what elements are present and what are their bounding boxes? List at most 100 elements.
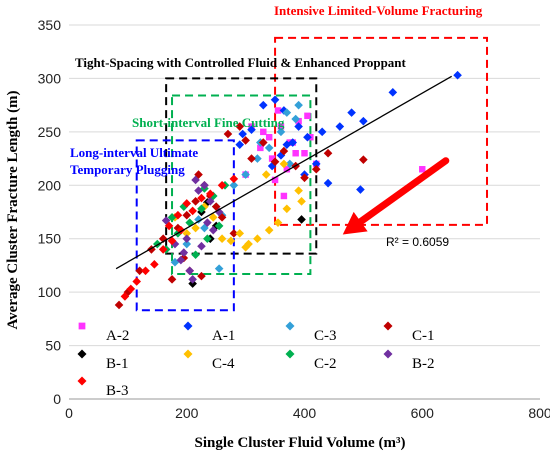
data-point-a-2 [271,176,279,184]
y-tick-label: 300 [38,70,62,86]
data-point-c-1 [147,245,156,254]
data-point-c-1 [158,234,168,244]
data-point-a-2 [295,117,302,125]
data-point-c-4 [297,197,306,206]
x-tick-label: 400 [293,405,317,421]
data-point-c-3 [229,180,239,190]
data-point-a-1 [317,127,327,137]
data-point-c-3 [241,170,250,179]
data-point-b-3 [173,210,183,220]
legend-label: C-4 [212,356,235,372]
data-point-c-3 [294,100,303,110]
data-point-c-3 [214,264,224,273]
legend-marker [78,322,86,330]
x-tick-label: 600 [411,405,435,421]
data-point-b-2 [208,225,218,235]
data-point-b-3 [206,189,215,199]
legend-marker [383,349,393,359]
data-point-b-2 [200,180,209,190]
data-point-c-4 [273,218,283,227]
data-point-b-2 [191,175,200,185]
data-point-a-1 [258,100,268,110]
data-point-b-3 [167,236,177,246]
data-point-c-1 [135,266,144,276]
data-point-c-4 [208,213,218,222]
data-point-c-1 [258,138,268,147]
data-point-c-3 [253,154,262,163]
data-points [114,70,462,310]
data-point-a-2 [283,166,291,173]
legend-label: B-2 [412,356,435,372]
data-point-c-2 [185,218,194,227]
data-point-a-2 [268,155,276,162]
data-point-a-1 [282,140,292,149]
data-point-c-2 [203,234,212,244]
data-point-c-2 [179,202,189,211]
data-point-b-3 [126,284,136,294]
data-point-c-1 [191,197,200,206]
data-point-a-1 [288,138,298,147]
data-point-c-1 [217,213,227,222]
data-point-c-2 [214,221,224,231]
data-point-a-1 [294,122,303,131]
legend-label: C-1 [412,328,435,344]
red-arrow [342,157,450,235]
data-point-a-1 [270,95,280,105]
data-point-a-2 [280,192,288,200]
legend-marker [285,321,295,331]
data-point-c-1 [167,275,177,284]
legend: A-2 A-1 C-3 C-1 B-1 C-4 C-2 B-2 B-3 [77,321,435,399]
data-point-c-4 [182,229,192,238]
x-tick-label: 800 [528,405,550,421]
data-point-b-2 [188,275,197,284]
y-tick-label: 150 [38,231,62,247]
data-point-c-1 [241,136,250,145]
data-point-a-1 [235,140,245,149]
legend-marker [285,349,295,359]
annotation-short: Short-interval Fine Cutting [132,115,285,130]
data-point-b-2 [182,234,192,244]
data-point-a-2 [257,144,264,152]
data-point-b-2 [170,239,180,249]
y-tick-label: 50 [45,338,61,354]
x-tick-label: 0 [65,405,73,421]
data-point-b-3 [197,193,206,203]
data-point-c-3 [276,127,286,137]
data-point-c-2 [191,250,200,260]
data-point-c-1 [114,300,124,310]
data-point-c-4 [261,170,271,179]
data-point-a-1 [359,116,368,126]
y-axis-title: Average Cluster Fracture Length (m) [5,90,21,329]
data-point-b-3 [141,266,150,276]
data-point-c-4 [235,229,245,238]
data-point-c-1 [229,229,239,238]
data-point-a-2 [304,112,311,120]
data-point-b-3 [217,180,227,190]
legend-label: A-2 [106,328,129,344]
data-point-b-3 [150,260,159,269]
data-point-a-1 [323,178,333,188]
data-point-c-1 [197,271,206,281]
data-point-a-1 [335,122,345,131]
data-point-b-2 [214,207,224,217]
y-tick-label: 250 [38,124,62,140]
data-point-a-2 [419,166,426,173]
legend-marker [183,321,193,331]
data-point-a-1 [267,161,277,171]
r-squared-label: R² = 0.6059 [386,235,449,249]
legend-label: A-1 [212,328,235,344]
legend-label: B-1 [106,356,129,372]
gridlines [69,24,540,400]
data-point-c-3 [282,108,292,117]
data-point-b-3 [158,245,168,254]
x-axis-title: Single Cluster Fluid Volume (m³) [195,435,406,451]
strategy-box [274,36,489,226]
data-point-a-1 [303,132,312,142]
y-tick-label: 0 [53,391,61,407]
strategy-box [135,139,235,312]
y-tick-label: 100 [38,284,62,300]
data-point-c-1 [300,173,309,183]
data-point-a-2 [265,133,273,141]
data-point-a-1 [453,70,462,80]
data-point-c-4 [200,202,209,211]
